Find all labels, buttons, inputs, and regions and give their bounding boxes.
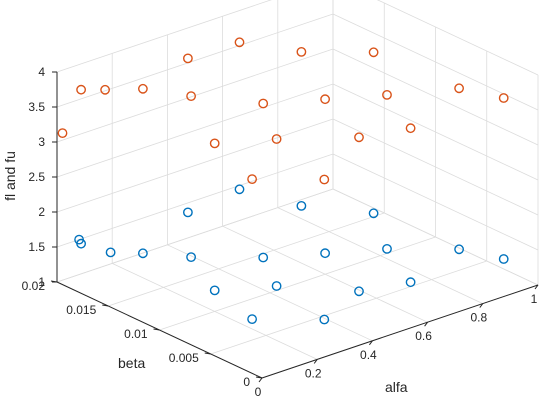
grid-lines <box>56 0 539 379</box>
z-tick-label: 2.5 <box>28 170 45 184</box>
scatter-point <box>76 84 87 95</box>
grid-line-side-z <box>332 188 539 286</box>
x-axis-line <box>261 284 539 379</box>
scatter-point <box>454 244 464 255</box>
scatter-point <box>368 47 379 58</box>
z-tick-label: 1.5 <box>28 240 45 254</box>
y-tick-label: 0 <box>243 375 250 389</box>
scatter-point <box>137 248 148 259</box>
scatter-point <box>498 93 509 103</box>
scatter-point <box>368 208 379 219</box>
scatter-point <box>271 281 282 291</box>
scatter-point <box>186 91 197 102</box>
grid-line-side-z <box>332 83 539 181</box>
grid-line-floor-y <box>108 212 385 307</box>
scatter-point <box>182 53 193 64</box>
z-tick-label: 1 <box>38 275 45 289</box>
y-tick <box>153 328 160 331</box>
y-tick-label: 0.02 <box>22 279 46 293</box>
grid-line-side-z <box>332 118 539 216</box>
z-tick-label: 4 <box>38 65 45 79</box>
scatter-point <box>296 47 307 57</box>
grid-line-side-z <box>376 0 539 76</box>
z-tick-label: 3.5 <box>28 100 45 114</box>
scatter-point <box>258 98 269 109</box>
x-axis-label: alfa <box>385 379 408 395</box>
x-tick-label: 0.6 <box>415 329 432 343</box>
scatter-point <box>57 128 68 139</box>
grid-line-floor-y <box>159 236 436 331</box>
scatter-point <box>209 285 220 296</box>
scatter-point <box>76 238 87 249</box>
scatter-point <box>296 200 307 211</box>
scatter-point <box>247 174 258 185</box>
z-axis-label: fl and fu <box>2 151 18 201</box>
scatter-point <box>209 138 220 149</box>
scatter-point <box>320 94 330 105</box>
y-tick-label: 0.015 <box>66 303 96 317</box>
x-tick-label: 0 <box>255 385 262 399</box>
y-tick <box>255 376 263 379</box>
y-tick <box>204 352 211 355</box>
scatter-point <box>105 247 116 258</box>
x-tick-label: 0.8 <box>470 311 487 325</box>
scatter-point <box>319 174 330 185</box>
y-tick-label: 0.005 <box>169 351 199 365</box>
grid-line-back-z <box>56 188 334 283</box>
grid-line-back-z <box>56 0 272 73</box>
scatter-point <box>319 314 330 325</box>
x-tick <box>313 359 318 364</box>
x-tick <box>534 284 539 290</box>
grid-line-side-z <box>332 48 539 146</box>
tick-marks <box>50 71 539 383</box>
scatter-point <box>454 83 464 94</box>
scatter-point <box>137 83 148 94</box>
scatter-point <box>354 132 364 143</box>
x-tick-label: 0.2 <box>305 366 322 380</box>
scatter-point <box>405 123 416 134</box>
scatter-point <box>382 90 392 100</box>
scatter-point <box>258 252 269 263</box>
grid-line-back-z <box>56 153 334 248</box>
scatter-point <box>320 248 330 259</box>
scatter-point <box>182 207 193 218</box>
scatter-point <box>271 134 282 144</box>
y-tick-label: 0.01 <box>124 327 148 341</box>
z-tick-label: 3 <box>38 135 45 149</box>
scatter-point <box>405 277 416 288</box>
scatter-point <box>498 254 509 264</box>
y-tick <box>102 304 109 307</box>
scatter-point <box>382 243 392 254</box>
x-tick-label: 0.4 <box>360 348 377 362</box>
series-fu-points <box>57 37 509 185</box>
grid-line-side-z <box>332 153 539 251</box>
y-axis-label: beta <box>118 355 145 371</box>
scatter-point <box>186 252 197 263</box>
series-fl-points <box>74 184 509 325</box>
scatter-point <box>234 37 245 48</box>
scatter-point <box>247 314 258 324</box>
scatter-point <box>100 84 111 95</box>
grid-line-back-z <box>56 118 334 213</box>
grid-line-back-z <box>56 13 334 108</box>
grid-line-back-z <box>56 83 334 178</box>
x-tick <box>424 321 429 327</box>
grid-line-floor-y <box>210 260 487 355</box>
scatter-point <box>234 184 245 195</box>
scatter-point <box>354 286 364 297</box>
z-tick-label: 2 <box>38 205 45 219</box>
x-tick <box>368 340 373 346</box>
x-tick <box>479 303 484 308</box>
x-tick <box>258 377 263 383</box>
x-tick-label: 1 <box>531 292 538 306</box>
tick-labels: 00.20.40.60.8100.0050.010.0150.0211.522.… <box>22 65 538 399</box>
